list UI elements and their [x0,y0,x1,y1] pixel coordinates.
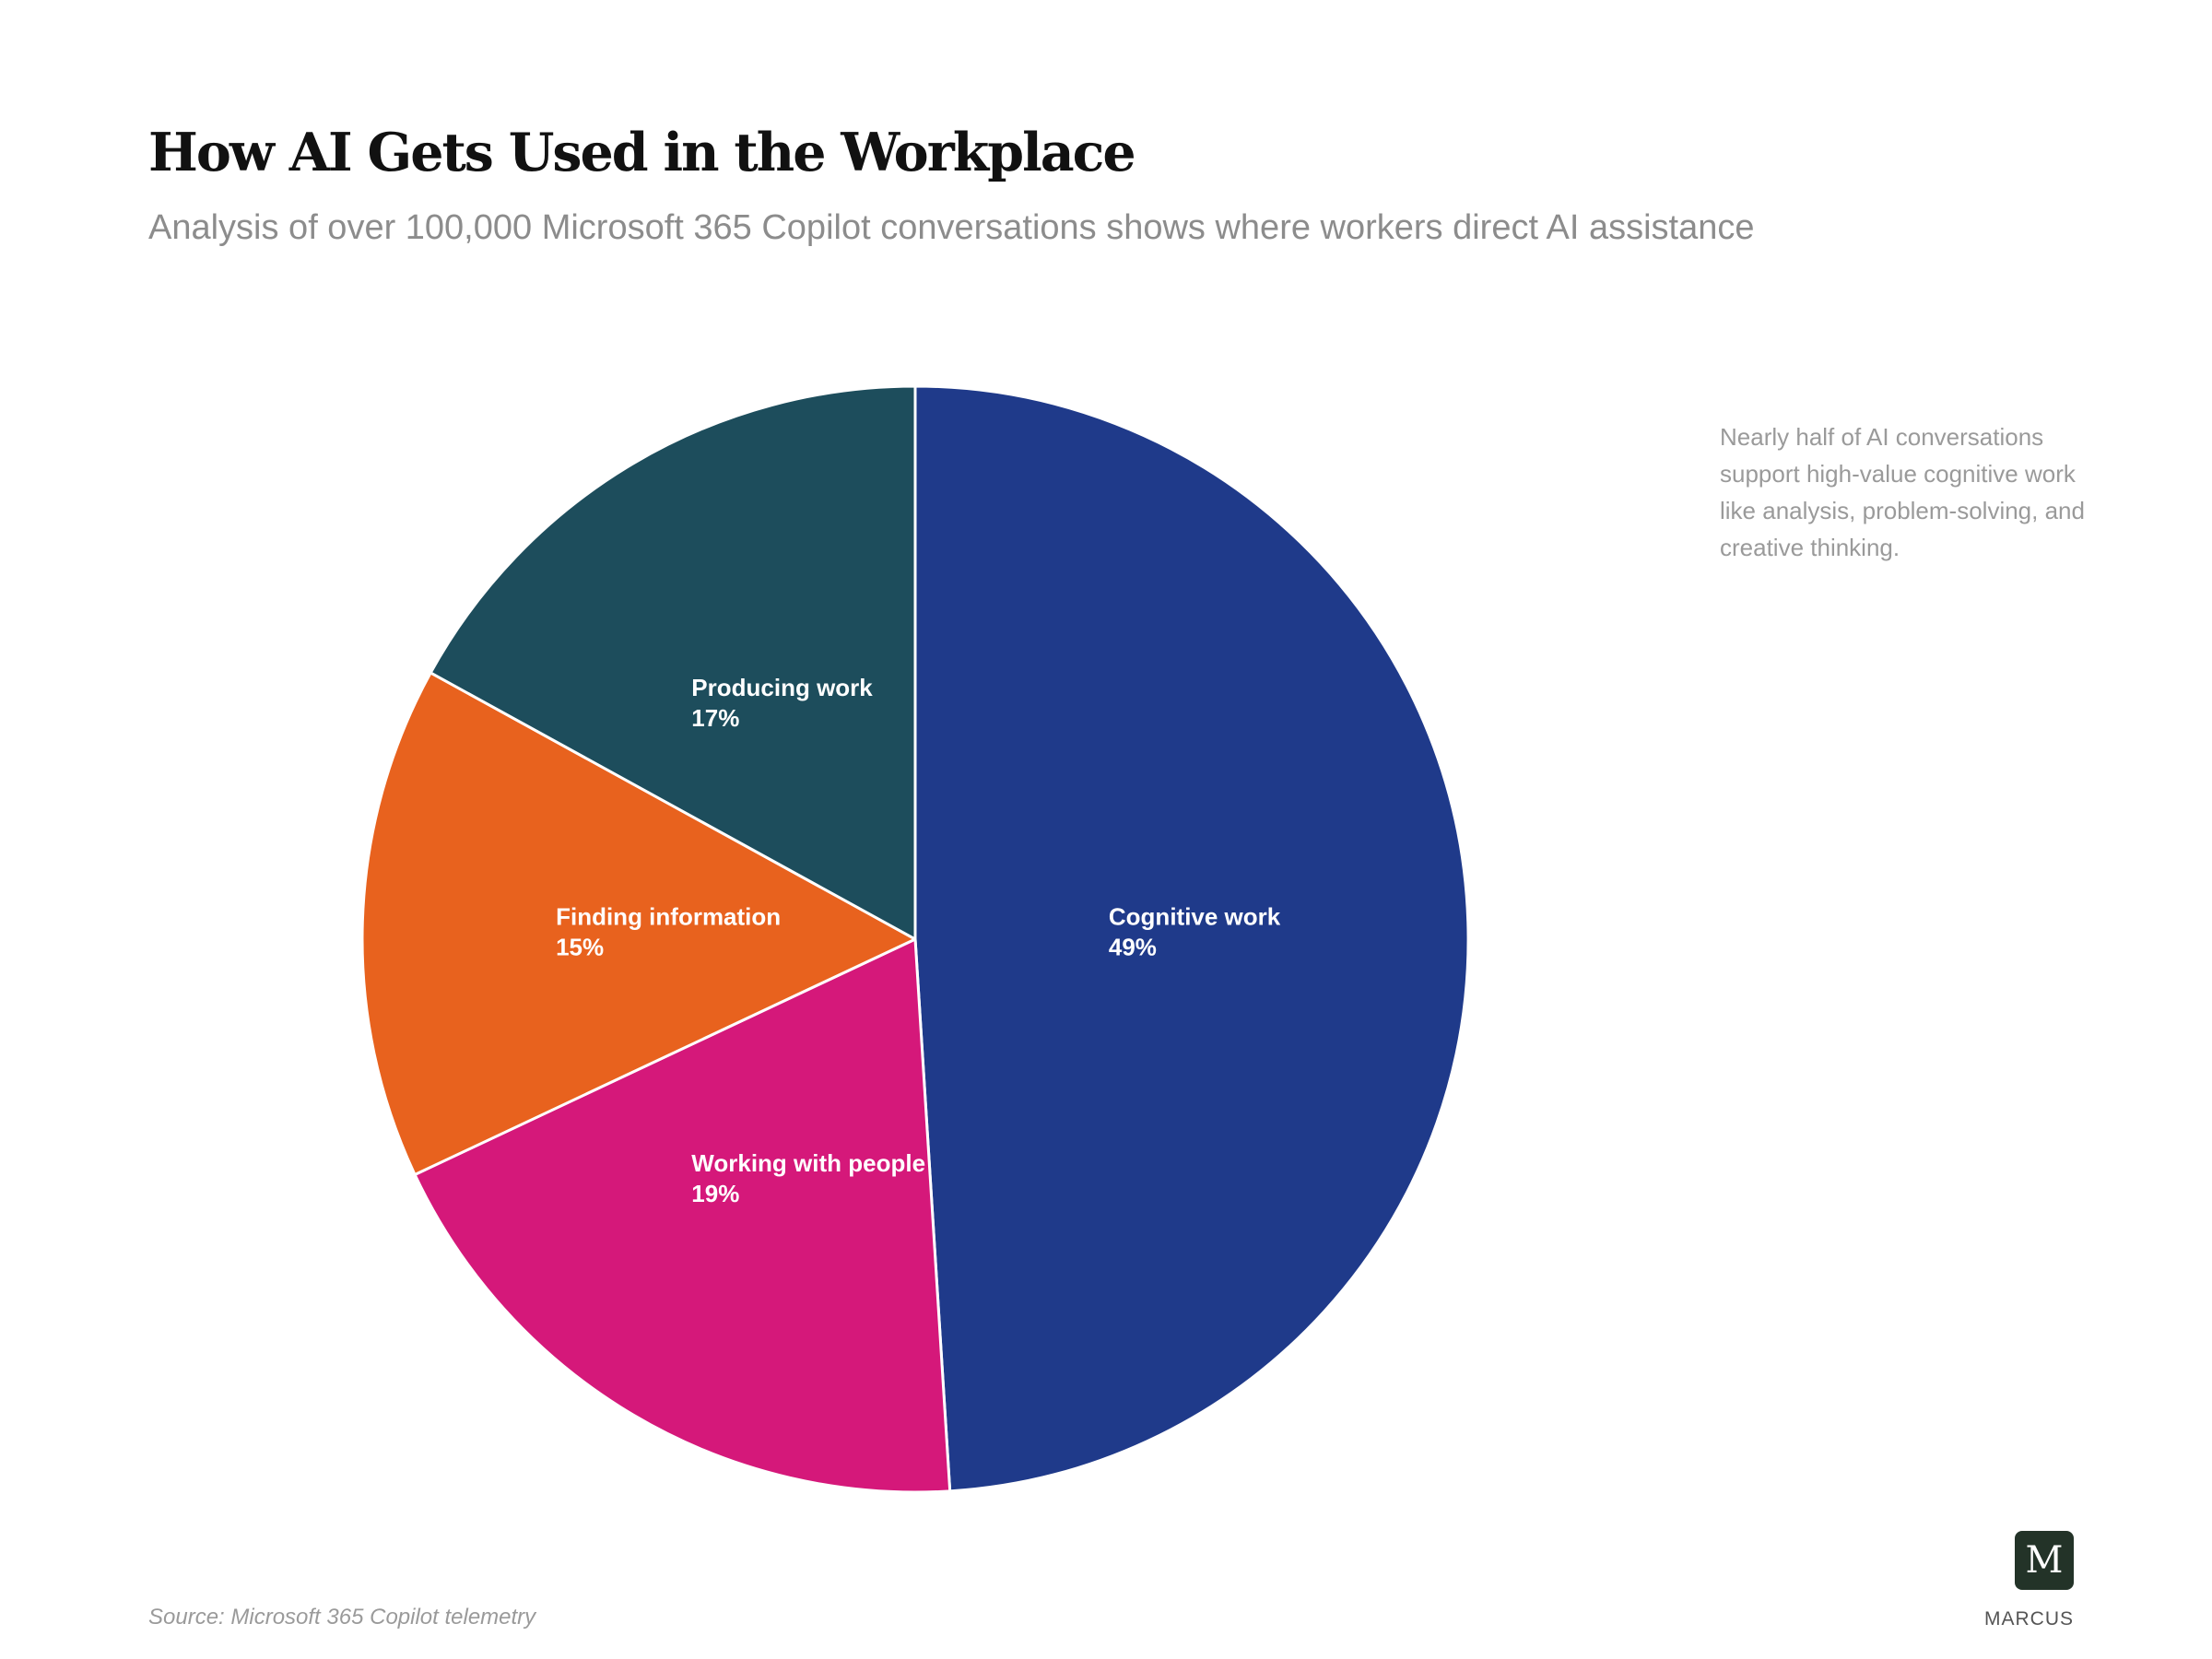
pie-slice-cognitive-work [913,384,1470,1493]
slice-label-finding-information: Finding information [556,903,781,931]
slice-label-producing-work: Producing work [691,674,873,701]
slice-label-working-with-people: Working with people [691,1149,925,1177]
pie-slice-finding-information [360,671,917,1176]
chart-subtitle: Analysis of over 100,000 Microsoft 365 C… [148,208,1755,247]
pie-slice-producing-work [429,384,917,941]
slice-label-cognitive-work: Cognitive work [1109,903,1281,931]
pie-slice-working-with-people [413,937,952,1494]
source-note: Source: Microsoft 365 Copilot telemetry [148,1605,536,1630]
chart-title: How AI Gets Used in the Workplace [148,122,1136,183]
slice-value-finding-information: 15% [556,934,604,961]
slice-value-producing-work: 17% [691,704,739,732]
pie-slices [360,384,1470,1494]
slice-value-cognitive-work: 49% [1109,934,1157,961]
brand-name: MARCUS [1983,1608,2074,1630]
pie-labels: Cognitive work 49% Working with people 19% F… [556,674,1281,1207]
chart-annotation: Nearly half of AI conversations support … [1720,423,2085,561]
slice-value-working-with-people: 19% [691,1180,739,1207]
brand-logo-letter: M [2025,1539,2064,1582]
brand-logo: M [2015,1531,2074,1590]
